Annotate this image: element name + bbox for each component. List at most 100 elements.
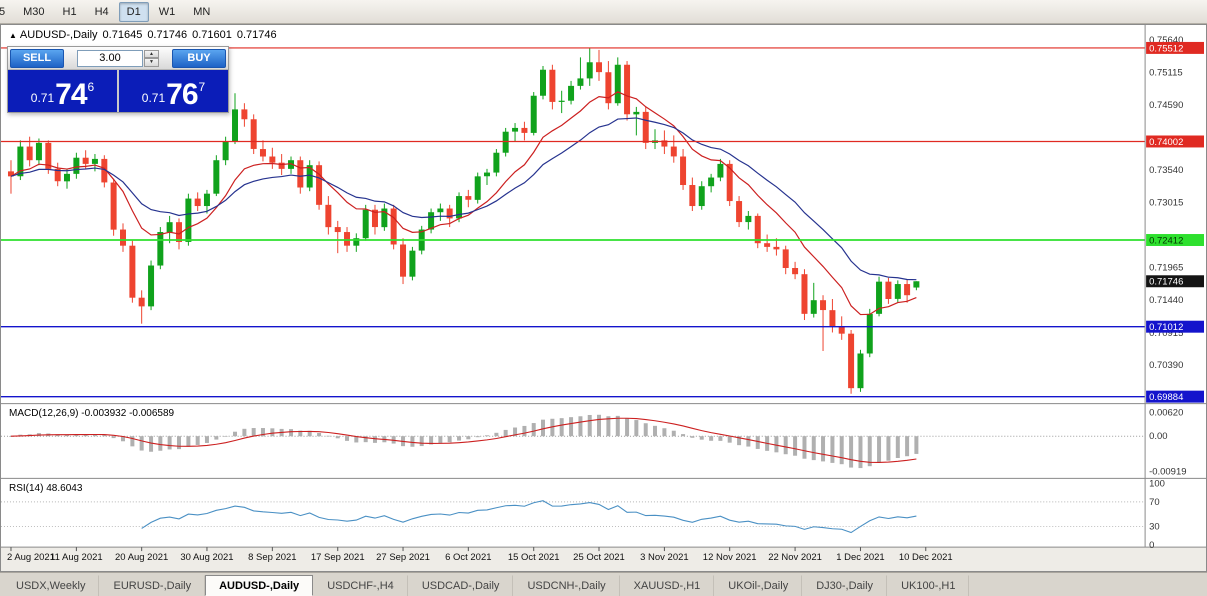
chart-tab-eurusd-daily[interactable]: EURUSD-,Daily bbox=[99, 575, 206, 596]
price-scale-label: 0.74590 bbox=[1149, 100, 1183, 111]
macd-histogram bbox=[8, 414, 919, 469]
price-scale-label: 0.73540 bbox=[1149, 165, 1183, 176]
macd-scale-label: 0.00 bbox=[1149, 431, 1167, 442]
chart-tab-ukoil-daily[interactable]: UKOil-,Daily bbox=[714, 575, 803, 596]
price-scale-flag-label: 0.71012 bbox=[1149, 322, 1183, 333]
ma-slow-line bbox=[10, 117, 917, 281]
time-axis-label: 30 Aug 2021 bbox=[180, 552, 233, 563]
ma-fast-line bbox=[10, 91, 917, 316]
ohlc-low: 0.71601 bbox=[192, 29, 232, 41]
macd-signal-line bbox=[10, 417, 917, 463]
ohlc-open: 0.71645 bbox=[102, 29, 143, 41]
timeframe-button-mn[interactable]: MN bbox=[185, 2, 218, 22]
timeframe-buttons: 5M30H1H4D1W1MN bbox=[0, 1, 219, 22]
macd-indicator-label: MACD(12,26,9) -0.003932 -0.006589 bbox=[9, 408, 175, 419]
timeframe-button-d1[interactable]: D1 bbox=[118, 1, 149, 22]
chart-tab-xauusd-h1[interactable]: XAUUSD-,H1 bbox=[620, 575, 715, 596]
price-scale-label: 0.75640 bbox=[1149, 35, 1183, 46]
time-axis-label: 27 Sep 2021 bbox=[376, 552, 430, 563]
rsi-scale-label: 30 bbox=[1149, 522, 1160, 533]
sell-price-display[interactable]: 0.71 74 6 bbox=[8, 70, 117, 112]
buy-price-pip: 7 bbox=[198, 80, 206, 94]
collapse-panel-icon[interactable]: ▲ bbox=[9, 31, 17, 40]
time-axis-label: 8 Sep 2021 bbox=[248, 552, 297, 563]
candles-layer bbox=[7, 48, 920, 394]
price-scale-flag-label: 0.74002 bbox=[1149, 137, 1183, 148]
sell-button[interactable]: SELL bbox=[10, 48, 64, 68]
rsi-scale-label: 0 bbox=[1149, 540, 1154, 551]
lot-size-input[interactable] bbox=[77, 49, 143, 67]
price-scale-flag-label: 0.71746 bbox=[1149, 277, 1183, 288]
price-scale-label: 0.73015 bbox=[1149, 198, 1183, 209]
price-scale-flag-label: 0.69884 bbox=[1149, 392, 1183, 403]
lot-down-button[interactable]: ▼ bbox=[144, 58, 159, 67]
timeframe-button-w1[interactable]: W1 bbox=[151, 2, 184, 22]
chart-tab-usdcad-daily[interactable]: USDCAD-,Daily bbox=[408, 575, 514, 596]
rsi-scale-label: 70 bbox=[1149, 497, 1160, 508]
sell-price-big: 74 bbox=[55, 78, 87, 111]
lot-size-field: ▲ ▼ bbox=[66, 49, 170, 67]
buy-price-prefix: 0.71 bbox=[141, 91, 166, 105]
time-axis-label: 25 Oct 2021 bbox=[573, 552, 625, 563]
time-axis-label: 17 Sep 2021 bbox=[311, 552, 365, 563]
chart-tab-usdcnh-daily[interactable]: USDCNH-,Daily bbox=[513, 575, 620, 596]
price-scale-label: 0.71440 bbox=[1149, 295, 1183, 306]
sell-price-prefix: 0.71 bbox=[30, 91, 55, 105]
rsi-line bbox=[141, 500, 917, 534]
price-scale[interactable]: 0.75640 0.75115 0.74590 0.73540 0.73015 0.719… bbox=[1146, 35, 1205, 403]
chart-tab-usdchf-h4[interactable]: USDCHF-,H4 bbox=[313, 575, 408, 596]
time-axis-label: 22 Nov 2021 bbox=[768, 552, 822, 563]
time-axis-label: 1 Dec 2021 bbox=[836, 552, 884, 563]
macd-scale-label: 0.00620 bbox=[1149, 407, 1183, 418]
time-axis-label: 20 Aug 2021 bbox=[115, 552, 168, 563]
price-scale-label: 0.70390 bbox=[1149, 360, 1183, 371]
time-axis-label: 12 Nov 2021 bbox=[703, 552, 757, 563]
timeframe-button-5[interactable]: 5 bbox=[0, 2, 13, 22]
time-axis-label: 15 Oct 2021 bbox=[508, 552, 560, 563]
buy-price-display[interactable]: 0.71 76 7 bbox=[119, 70, 228, 112]
price-scale-label: 0.70915 bbox=[1149, 328, 1183, 339]
sell-price-pip: 6 bbox=[87, 80, 95, 94]
chart-tab-usdx-weekly[interactable]: USDX,Weekly bbox=[2, 575, 100, 596]
price-scale-column bbox=[1145, 25, 1206, 571]
time-axis-label: 2 Aug 2021 bbox=[7, 552, 55, 563]
rsi-scale-label: 100 bbox=[1149, 478, 1165, 489]
one-click-trading-panel: SELL ▲ ▼ BUY 0.71 74 6 0.71 76 7 bbox=[7, 46, 229, 113]
time-axis-strip bbox=[1, 547, 1206, 571]
price-scale-flag bbox=[1146, 390, 1205, 403]
chart-symbol-label: AUDUSD-,Daily bbox=[19, 29, 98, 41]
timeframe-button-h1[interactable]: H1 bbox=[55, 2, 85, 22]
macd-scale-label: -0.00919 bbox=[1149, 466, 1186, 477]
time-axis-label: 6 Oct 2021 bbox=[445, 552, 491, 563]
buy-price-big: 76 bbox=[166, 78, 198, 111]
chart-window: 2 Aug 2021 11 Aug 2021 20 Aug 2021 30 Aug 2… bbox=[0, 24, 1207, 572]
timeframe-toolbar: 5M30H1H4D1W1MN bbox=[0, 0, 1207, 24]
ohlc-high: 0.71746 bbox=[147, 29, 188, 41]
price-scale-label: 0.75115 bbox=[1149, 68, 1183, 79]
lot-spinner: ▲ ▼ bbox=[144, 49, 159, 67]
price-scale-flag bbox=[1146, 234, 1205, 246]
price-scale-flag bbox=[1146, 320, 1205, 333]
price-scale-flag-label: 0.72412 bbox=[1149, 236, 1183, 247]
price-scale-flag bbox=[1146, 135, 1205, 148]
chart-tab-dj30-daily[interactable]: DJ30-,Daily bbox=[802, 575, 888, 596]
time-axis-label: 11 Aug 2021 bbox=[50, 552, 103, 563]
ohlc-close: 0.71746 bbox=[236, 29, 277, 41]
lot-up-button[interactable]: ▲ bbox=[144, 49, 159, 58]
chart-tab-audusd-daily[interactable]: AUDUSD-,Daily bbox=[205, 575, 314, 596]
timeframe-button-m30[interactable]: M30 bbox=[15, 2, 52, 22]
chart-title: ▲ AUDUSD-,Daily 0.71645 0.71746 0.71601 0.717… bbox=[9, 29, 282, 41]
price-scale-flag bbox=[1146, 275, 1205, 288]
price-scale-flag bbox=[1146, 41, 1205, 54]
price-scale-flag-label: 0.75512 bbox=[1149, 43, 1183, 54]
time-axis-label: 3 Nov 2021 bbox=[640, 552, 688, 563]
price-scale-label: 0.71965 bbox=[1149, 263, 1183, 274]
time-axis-label: 10 Dec 2021 bbox=[899, 552, 953, 563]
timeframe-button-h4[interactable]: H4 bbox=[87, 2, 117, 22]
chart-tab-bar: USDX,Weekly EURUSD-,Daily AUDUSD-,Daily USD… bbox=[0, 572, 1207, 596]
buy-button[interactable]: BUY bbox=[172, 48, 226, 68]
chart-tab-uk100-h1[interactable]: UK100-,H1 bbox=[887, 575, 970, 596]
rsi-indicator-label: RSI(14) 48.6043 bbox=[9, 483, 83, 494]
